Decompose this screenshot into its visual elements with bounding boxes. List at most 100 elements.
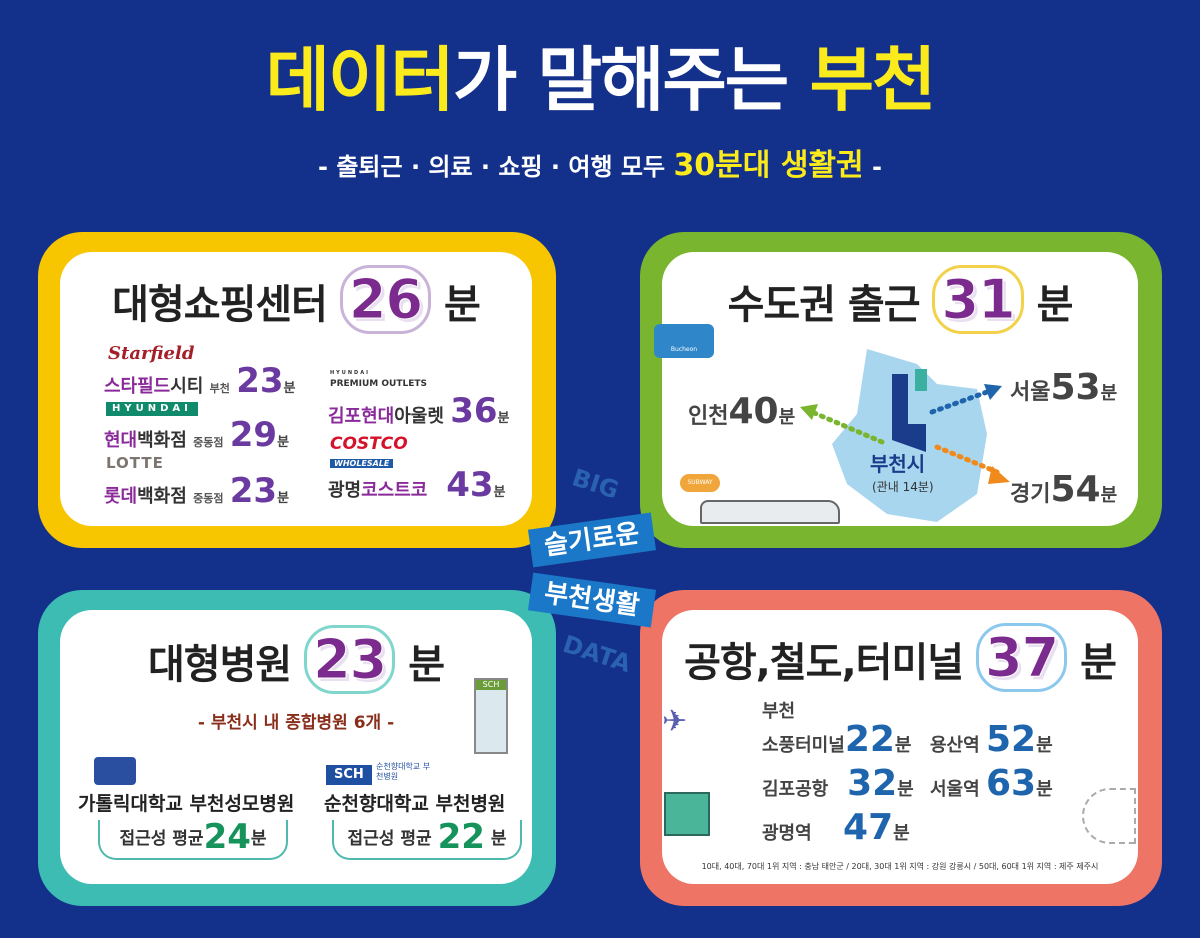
data-watermark: DATA [559,629,635,679]
item-minutes: 32 [847,763,898,804]
shopping-panel: 대형쇼핑센터 26 분 Starfield 스타필드시티 부천 23분 HYUN… [38,232,556,548]
destination-unit: 분 [1100,485,1118,506]
train-icon [700,500,840,524]
destination-minutes: 54 [1050,469,1101,510]
outlets-logo: PREMIUM OUTLETS [330,379,427,389]
access-label: 접근성 평균 [347,829,432,849]
costco-logo-text: COSTCO [330,434,408,454]
item-minutes: 29 [229,415,278,455]
access-label: 접근성 평균 [119,829,204,849]
item-unit: 분 [283,381,296,396]
shopping-minutes: 26 [339,265,432,334]
item-branch: 중동점 [193,492,224,505]
item-branch: 부천 [209,382,230,395]
destination-minutes: 40 [728,391,779,432]
title-highlight: 데이터 [265,39,455,121]
destination-name: 서울 [1010,380,1051,405]
shopping-item-lotte: 롯데백화점 중동점 23분 [104,474,289,508]
transport-item-terminal: 부천 소풍터미널22분 [762,702,911,766]
hospital-card: 대형병원 23 분 - 부천시 내 종합병원 6개 - 가톨릭대학교 부천성모병… [60,610,532,884]
hospital-subtitle: - 부천시 내 종합병원 6개 - [197,713,395,733]
access-minutes: 22 [437,817,485,857]
access-unit: 분 [490,829,507,849]
item-minutes: 63 [985,763,1037,804]
shopping-item-costco: 광명코스트코 43분 [328,468,505,502]
sch-logo-text: 순천향대학교 부천병원 [376,762,431,781]
item-minutes: 23 [236,361,284,401]
item-name: 광명 [328,480,362,501]
shopping-item-outlets: 김포현대아울렛 36분 [328,394,510,428]
item-minutes: 52 [985,719,1037,760]
item-branch: 중동점 [193,436,224,449]
page-subtitle: - 출퇴근 · 의료 · 쇼핑 · 여행 모두 30분대 생활권 - [0,148,1200,185]
destination-unit: 분 [1100,383,1118,404]
destination-minutes: 53 [1050,367,1101,408]
building-sign: SCH [476,680,506,690]
route-arrows-icon [800,384,1010,484]
transport-item-gwangmyeong: 광명역 47분 [762,810,910,854]
item-unit: 분 [493,485,506,500]
item-name-line1: 부천 [762,701,796,722]
hospital-title: 대형병원 23 분 [60,625,532,698]
hospital-building-icon: SCH [474,678,508,754]
item-unit: 분 [897,779,914,800]
hospital-minutes: 23 [304,625,396,694]
item-minutes: 23 [229,471,278,511]
map-icon [664,792,710,836]
destination-name: 경기 [1010,482,1051,507]
shopping-card: 대형쇼핑센터 26 분 Starfield 스타필드시티 부천 23분 HYUN… [60,252,532,526]
item-minutes: 47 [843,807,894,848]
item-name: 백화점 [137,430,187,451]
commute-unit: 분 [1036,282,1074,328]
subtitle-highlight: 30분대 생활권 [673,148,864,183]
item-name: 서울역 [930,779,980,800]
lotte-logo: LOTTE [106,454,164,472]
destination-seoul: 서울53분 [1010,370,1117,413]
item-unit: 분 [1036,779,1053,800]
item-name: 아울렛 [394,406,444,427]
outlets-logo-small: HYUNDAI [330,370,370,376]
item-name-highlight: 김포현대 [328,406,395,427]
destination-gyeonggi: 경기54분 [1010,472,1117,515]
item-name: 시티 [170,376,204,397]
shopping-item-starfield: 스타필드시티 부천 23분 [104,364,295,398]
item-minutes: 36 [450,391,498,431]
transport-card: 공항,철도,터미널 37 분 부천 소풍터미널22분 용산역 52분 김포공항 3… [662,610,1138,884]
subway-sign-icon: SUBWAY [680,474,720,492]
item-name: 광명역 [762,823,812,844]
transport-title-text: 공항,철도,터미널 [684,640,964,686]
hospital-catholic-name: 가톨릭대학교 부천성모병원 [78,793,295,815]
title-middle: 가 말해주는 [452,39,810,121]
costco-logo: COSTCO WHOLESALE [330,436,408,470]
airplane-icon: ✈ [662,704,688,739]
item-name: 용산역 [930,735,980,756]
destination-unit: 분 [778,407,796,428]
hospital-title-text: 대형병원 [147,642,292,688]
shopping-title: 대형쇼핑센터 26 분 [60,265,532,338]
item-unit: 분 [277,435,290,450]
destination-name: 인천 [688,404,729,429]
item-name-line2: 소풍터미널 [762,735,845,756]
center-city-note: (관내 14분) [872,480,934,494]
item-name: 김포공항 [762,779,829,800]
subtitle-text: - 출퇴근 · 의료 · 쇼핑 · 여행 모두 [318,153,674,181]
item-name-highlight: 스타필드 [104,376,171,397]
title-city: 부천 [809,39,937,121]
shopping-item-hyundai: 현대백화점 중동점 29분 [104,418,289,452]
item-unit: 분 [1036,735,1053,756]
item-unit: 분 [893,823,910,844]
transport-title: 공항,철도,터미널 37 분 [662,623,1138,696]
item-name: 백화점 [137,486,187,507]
commute-title-text: 수도권 출근 [727,282,921,328]
item-minutes: 43 [446,465,494,505]
subtitle-end: - [863,153,882,181]
transport-panel: 공항,철도,터미널 37 분 부천 소풍터미널22분 용산역 52분 김포공항 3… [640,590,1162,906]
access-minutes: 24 [203,817,251,857]
hyundai-logo: HYUNDAI [106,402,198,416]
item-unit: 분 [894,735,912,756]
shopping-unit: 분 [444,282,481,328]
transport-footnote: 10대, 40대, 70대 1위 지역 : 충남 태안군 / 20대, 30대 … [701,862,1099,871]
item-name-highlight: 롯데 [104,486,138,507]
transport-unit: 분 [1080,640,1117,686]
catholic-logo-icon [94,757,136,785]
